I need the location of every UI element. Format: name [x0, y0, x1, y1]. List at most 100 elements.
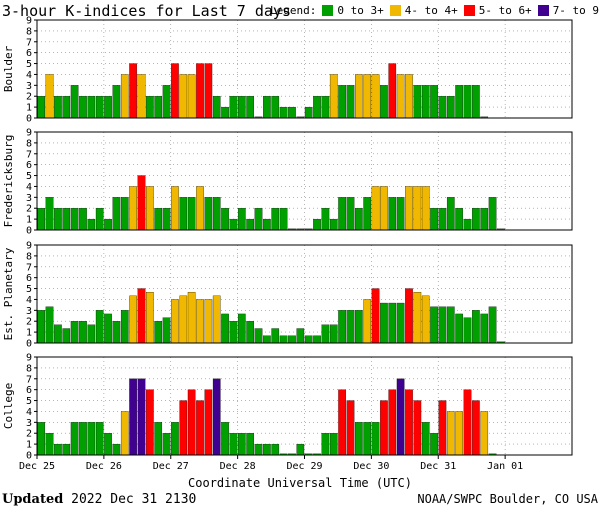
k-index-bar	[179, 295, 188, 344]
updated-text: Updated 2022 Dec 31 2130	[2, 492, 196, 507]
k-index-bar	[229, 321, 238, 344]
k-index-bar	[162, 208, 171, 231]
k-index-bar	[438, 400, 447, 456]
y-tick-label: 4	[26, 182, 32, 193]
y-tick-label: 3	[26, 418, 32, 429]
k-index-bar	[430, 306, 438, 344]
y-tick-label: 5	[26, 396, 32, 407]
y-tick-label: 3	[26, 81, 32, 92]
k-index-bar	[346, 310, 355, 344]
k-index-bar	[87, 218, 96, 231]
legend-item-label: 4- to 4+	[404, 4, 458, 17]
k-index-bar	[62, 208, 71, 231]
x-tick-label: Dec 29	[286, 461, 322, 472]
updated-label: Updated	[2, 492, 64, 507]
legend-item-label: 0 to 3+	[337, 4, 384, 17]
k-index-bar	[187, 74, 196, 119]
k-index-bar	[246, 96, 254, 119]
k-index-bar	[162, 317, 171, 344]
y-tick-label: 2	[26, 92, 32, 103]
k-index-bar	[396, 197, 405, 231]
k-index-bar	[455, 411, 463, 456]
k-index-bar	[288, 106, 296, 119]
y-tick-label: 0	[26, 114, 32, 125]
k-index-bar	[104, 433, 112, 456]
k-index-bar	[338, 310, 346, 344]
x-axis-label: Coordinate Universal Time (UTC)	[188, 476, 412, 490]
k-index-bar	[405, 74, 413, 119]
k-index-bar	[463, 218, 472, 231]
k-index-bar	[413, 400, 422, 456]
k-index-bar	[263, 218, 271, 231]
k-index-bar	[413, 291, 422, 344]
k-index-bar	[120, 310, 129, 344]
y-tick-label: 3	[26, 193, 32, 204]
k-index-bar	[104, 96, 112, 119]
k-index-bar	[171, 422, 179, 456]
k-index-bar	[363, 197, 372, 231]
k-index-bar	[62, 443, 71, 456]
k-index-bar	[338, 197, 346, 231]
legend-item-5-6: 5- to 6+	[463, 4, 532, 17]
k-index-bar	[472, 85, 480, 119]
y-tick-label: 6	[26, 160, 32, 171]
legend-swatch-purple	[537, 5, 549, 16]
k-index-bar	[45, 74, 54, 119]
k-index-bar	[45, 433, 54, 456]
y-tick-label: 2	[26, 204, 32, 215]
k-index-bar	[338, 389, 346, 456]
k-index-bar	[196, 299, 204, 344]
y-tick-label: 9	[26, 128, 32, 139]
k-index-bar	[104, 218, 112, 231]
k-index-bar	[179, 197, 188, 231]
k-index-bar	[37, 208, 46, 231]
k-index-bar	[438, 306, 447, 344]
y-tick-label: 6	[26, 48, 32, 59]
k-index-bar	[146, 291, 154, 344]
k-index-bar	[237, 208, 246, 231]
k-index-bar	[120, 197, 129, 231]
k-index-bar	[271, 328, 280, 344]
k-index-bar	[162, 85, 171, 119]
k-index-bar	[279, 335, 288, 344]
x-tick-label: Dec 27	[153, 461, 189, 472]
k-index-bar	[263, 96, 271, 119]
k-index-bar	[388, 63, 397, 119]
k-index-bar	[254, 443, 263, 456]
k-index-bar	[112, 85, 121, 119]
k-index-bar	[87, 96, 96, 119]
k-index-bar	[421, 295, 430, 344]
y-tick-label: 8	[26, 138, 32, 149]
k-index-bar	[221, 422, 229, 456]
source-credit: NOAA/SWPC Boulder, CO USA	[417, 492, 598, 506]
k-index-bar	[271, 208, 280, 231]
k-index-bar	[405, 389, 413, 456]
k-index-bar	[472, 310, 480, 344]
k-index-bar	[480, 411, 489, 456]
k-index-chart: 0123456789Boulder0123456789Fredericksbur…	[2, 16, 573, 472]
k-index-bar	[413, 186, 422, 231]
panel-frame	[36, 244, 573, 344]
k-index-bar	[246, 433, 254, 456]
panel-label: Est. Planetary	[2, 247, 15, 340]
k-index-bar	[137, 378, 146, 456]
k-index-bar	[329, 433, 338, 456]
y-tick-label: 8	[26, 251, 32, 262]
y-tick-label: 4	[26, 70, 32, 81]
k-index-bar	[212, 378, 221, 456]
k-index-bar	[488, 306, 497, 344]
k-index-bar	[338, 85, 346, 119]
k-index-bar	[421, 422, 430, 456]
k-index-bar	[70, 85, 79, 119]
legend-swatch-red	[463, 5, 475, 16]
k-index-bar	[396, 378, 405, 456]
k-index-bar	[112, 321, 121, 344]
y-tick-label: 7	[26, 374, 32, 385]
k-index-bar	[45, 306, 54, 344]
k-index-bar	[396, 74, 405, 119]
k-index-bar	[405, 288, 413, 344]
k-index-bar	[380, 400, 388, 456]
k-index-bar	[221, 106, 229, 119]
k-index-bar	[204, 389, 213, 456]
k-index-bar	[212, 96, 221, 119]
